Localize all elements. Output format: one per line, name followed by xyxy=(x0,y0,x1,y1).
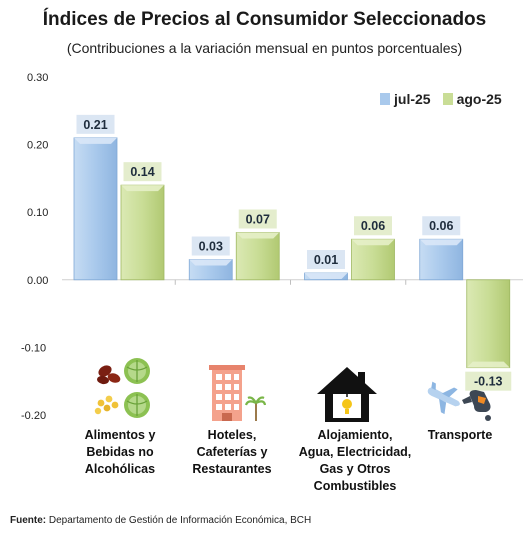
data-label: 0.06 xyxy=(429,219,453,233)
food-icon xyxy=(94,358,150,418)
legend: jul-25 ago-25 xyxy=(380,91,502,107)
category-label-line: Alimentos y xyxy=(84,428,156,442)
category-label-line: Cafeterías y xyxy=(196,445,268,459)
bar-bevel xyxy=(236,232,280,239)
data-label-bg xyxy=(422,216,461,236)
data-label: 0.21 xyxy=(83,118,107,132)
category-label-line: Alojamiento, xyxy=(317,428,393,442)
data-label-bg xyxy=(465,371,512,391)
y-tick-label: -0.20 xyxy=(21,410,46,422)
data-label: 0.03 xyxy=(199,240,223,254)
data-label-bg xyxy=(238,209,277,229)
bar-bevel xyxy=(304,273,348,280)
bar-bevel xyxy=(121,185,164,192)
category-label-housing: Alojamiento, Agua, Electricidad, Gas y Otr… xyxy=(290,427,420,495)
hotel-icon xyxy=(209,365,266,421)
data-label: 0.01 xyxy=(314,253,338,267)
data-label: 0.06 xyxy=(361,219,385,233)
bar-ago-25-3 xyxy=(466,279,511,369)
bar-ago-25-1 xyxy=(235,232,280,281)
y-tick-label: -0.10 xyxy=(21,342,46,354)
y-tick-label: 0.30 xyxy=(27,72,48,84)
legend-swatch-ago xyxy=(442,93,453,105)
category-label-line: Agua, Electricidad, xyxy=(298,445,412,459)
chart-subtitle: (Contribuciones a la variación mensual e… xyxy=(66,40,463,56)
category-label-transport: Transporte xyxy=(400,427,520,444)
data-label-bg xyxy=(307,250,345,270)
bar-ago-25-0 xyxy=(120,184,165,281)
legend-item-jul: jul-25 xyxy=(380,91,431,107)
category-label-line: Alcohólicas xyxy=(84,462,156,476)
source-text: Departamento de Gestión de Información E… xyxy=(46,515,312,526)
bar-bevel xyxy=(419,239,463,246)
transport-icon xyxy=(427,381,491,421)
category-label-line: Gas y Otros xyxy=(319,462,391,476)
category-label-line: Transporte xyxy=(427,428,493,442)
data-label-bg xyxy=(191,236,230,256)
category-label-line: Combustibles xyxy=(313,479,397,493)
bar-ago-25-2 xyxy=(351,238,395,281)
source-note: Fuente: Departamento de Gestión de Infor… xyxy=(10,515,311,526)
data-label: 0.07 xyxy=(246,212,270,226)
house-icon xyxy=(317,367,377,422)
legend-item-ago: ago-25 xyxy=(442,91,502,107)
chart-title: Índices de Precios al Consumidor Selecci… xyxy=(42,9,487,30)
bar-jul-25-0 xyxy=(73,137,118,281)
bar-bevel xyxy=(466,361,510,368)
legend-swatch-jul xyxy=(380,93,390,105)
category-label-line: Bebidas no xyxy=(86,445,154,459)
y-tick-label: 0.20 xyxy=(27,140,48,152)
bar-jul-25-3 xyxy=(419,238,464,281)
bar-bevel xyxy=(74,137,117,144)
data-label-bg xyxy=(123,162,162,182)
legend-label-ago: ago-25 xyxy=(456,91,502,107)
bar-bevel xyxy=(351,239,395,246)
data-label-bg xyxy=(354,216,392,236)
data-label-bg xyxy=(76,114,115,134)
category-label-line: Hoteles, xyxy=(207,428,257,442)
category-label-food: Alimentos y Bebidas no Alcohólicas xyxy=(60,427,180,478)
data-label: 0.14 xyxy=(130,165,154,179)
source-label: Fuente: xyxy=(10,515,47,526)
data-label: -0.13 xyxy=(474,375,503,389)
legend-label-jul: jul-25 xyxy=(394,91,431,107)
y-tick-label: 0.00 xyxy=(27,275,48,287)
y-tick-label: 0.10 xyxy=(27,207,48,219)
bar-bevel xyxy=(189,259,233,266)
category-label-hotels: Hoteles, Cafeterías y Restaurantes xyxy=(172,427,292,478)
category-label-line: Restaurantes xyxy=(192,462,272,476)
